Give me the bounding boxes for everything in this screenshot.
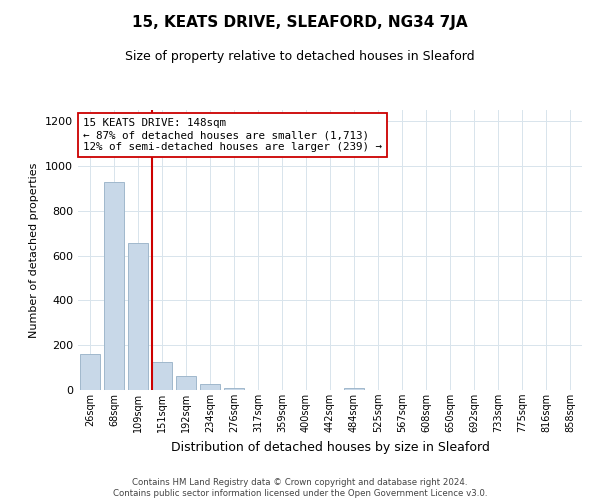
Text: Contains HM Land Registry data © Crown copyright and database right 2024.
Contai: Contains HM Land Registry data © Crown c… [113,478,487,498]
Bar [176,376,196,390]
Text: 15, KEATS DRIVE, SLEAFORD, NG34 7JA: 15, KEATS DRIVE, SLEAFORD, NG34 7JA [132,15,468,30]
Bar [128,244,148,390]
Bar [104,182,124,390]
Bar [200,384,220,390]
Text: Size of property relative to detached houses in Sleaford: Size of property relative to detached ho… [125,50,475,63]
Bar [224,388,244,390]
Text: 15 KEATS DRIVE: 148sqm
← 87% of detached houses are smaller (1,713)
12% of semi-: 15 KEATS DRIVE: 148sqm ← 87% of detached… [83,118,382,152]
Bar [80,354,100,390]
Bar [152,362,172,390]
X-axis label: Distribution of detached houses by size in Sleaford: Distribution of detached houses by size … [170,440,490,454]
Bar [344,388,364,390]
Y-axis label: Number of detached properties: Number of detached properties [29,162,40,338]
